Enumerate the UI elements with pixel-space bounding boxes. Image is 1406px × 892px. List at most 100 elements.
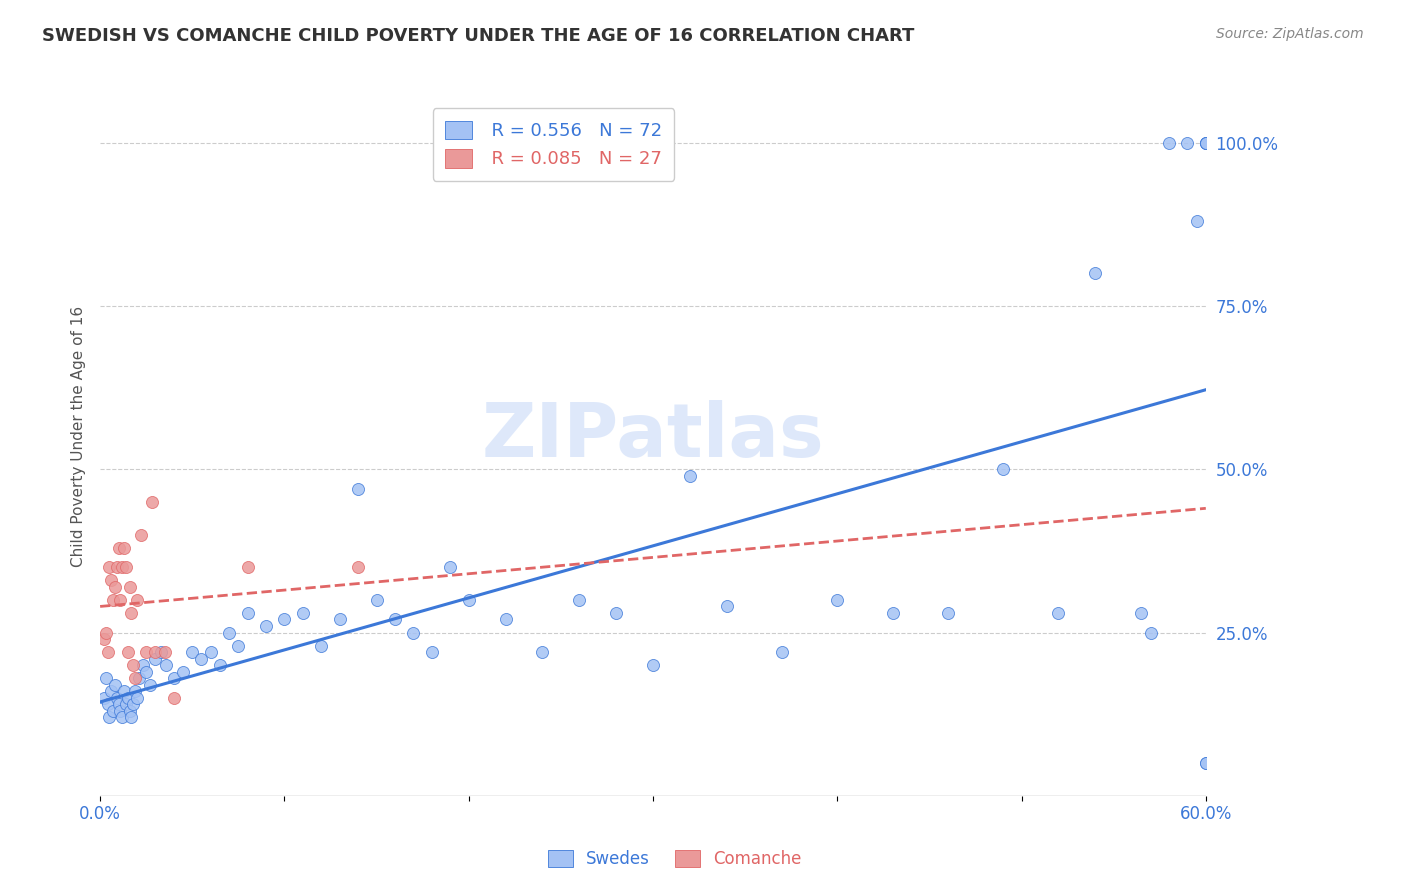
Point: [145, 651, 167, 665]
Point: [825, 592, 848, 607]
Point: [1130, 606, 1153, 620]
Point: [107, 541, 129, 555]
Point: [129, 527, 152, 541]
Point: [218, 625, 240, 640]
Point: [111, 710, 134, 724]
Point: [641, 658, 664, 673]
Point: [155, 658, 177, 673]
Point: [163, 690, 186, 705]
Point: [679, 468, 702, 483]
Point: [115, 560, 138, 574]
Point: [115, 698, 138, 712]
Point: [110, 592, 132, 607]
Text: SWEDISH VS COMANCHE CHILD POVERTY UNDER THE AGE OF 16 CORRELATION CHART: SWEDISH VS COMANCHE CHILD POVERTY UNDER …: [42, 27, 914, 45]
Point: [120, 710, 142, 724]
Point: [104, 678, 127, 692]
Point: [402, 625, 425, 640]
Point: [1195, 756, 1218, 771]
Point: [105, 560, 128, 574]
Point: [149, 645, 172, 659]
Point: [347, 482, 370, 496]
Point: [495, 612, 517, 626]
Point: [124, 684, 146, 698]
Point: [94, 625, 117, 640]
Point: [93, 632, 115, 646]
Point: [991, 462, 1014, 476]
Point: [1084, 266, 1107, 280]
Point: [112, 684, 135, 698]
Point: [93, 690, 115, 705]
Point: [770, 645, 793, 659]
Point: [936, 606, 959, 620]
Point: [125, 592, 148, 607]
Point: [1195, 136, 1218, 150]
Point: [273, 612, 295, 626]
Point: [141, 495, 163, 509]
Point: [153, 645, 176, 659]
Point: [107, 698, 129, 712]
Point: [1139, 625, 1161, 640]
Legend: Swedes, Comanche: Swedes, Comanche: [541, 843, 808, 875]
Legend:   R = 0.556   N = 72,   R = 0.085   N = 27: R = 0.556 N = 72, R = 0.085 N = 27: [433, 108, 675, 181]
Point: [145, 645, 167, 659]
Point: [120, 606, 142, 620]
Point: [1195, 136, 1218, 150]
Point: [104, 580, 127, 594]
Point: [94, 671, 117, 685]
Point: [208, 658, 231, 673]
Point: [122, 658, 145, 673]
Point: [347, 560, 370, 574]
Point: [568, 592, 591, 607]
Point: [236, 560, 259, 574]
Point: [1157, 136, 1180, 150]
Point: [122, 698, 145, 712]
Point: [98, 710, 121, 724]
Point: [1185, 214, 1208, 228]
Point: [366, 592, 388, 607]
Point: [125, 690, 148, 705]
Point: [236, 606, 259, 620]
Point: [101, 704, 124, 718]
Point: [172, 665, 194, 679]
Point: [605, 606, 627, 620]
Point: [111, 560, 134, 574]
Point: [118, 580, 141, 594]
Point: [117, 690, 139, 705]
Point: [190, 651, 212, 665]
Point: [135, 645, 157, 659]
Point: [531, 645, 554, 659]
Point: [228, 639, 250, 653]
Point: [118, 704, 141, 718]
Point: [882, 606, 904, 620]
Point: [117, 645, 139, 659]
Point: [163, 671, 186, 685]
Point: [309, 639, 332, 653]
Point: [1195, 136, 1218, 150]
Point: [439, 560, 461, 574]
Point: [716, 599, 738, 614]
Point: [135, 665, 157, 679]
Point: [1047, 606, 1070, 620]
Point: [131, 658, 153, 673]
Point: [96, 698, 118, 712]
Point: [1177, 136, 1199, 150]
Text: ZIPatlas: ZIPatlas: [482, 401, 824, 473]
Point: [124, 671, 146, 685]
Point: [1195, 136, 1218, 150]
Point: [329, 612, 352, 626]
Point: [96, 645, 118, 659]
Point: [139, 678, 162, 692]
Point: [181, 645, 204, 659]
Point: [420, 645, 443, 659]
Point: [110, 704, 132, 718]
Point: [128, 671, 150, 685]
Text: Source: ZipAtlas.com: Source: ZipAtlas.com: [1216, 27, 1364, 41]
Point: [105, 690, 128, 705]
Y-axis label: Child Poverty Under the Age of 16: Child Poverty Under the Age of 16: [72, 306, 86, 567]
Point: [100, 684, 122, 698]
Point: [98, 560, 121, 574]
Point: [112, 541, 135, 555]
Point: [1195, 756, 1218, 771]
Point: [254, 619, 277, 633]
Point: [457, 592, 479, 607]
